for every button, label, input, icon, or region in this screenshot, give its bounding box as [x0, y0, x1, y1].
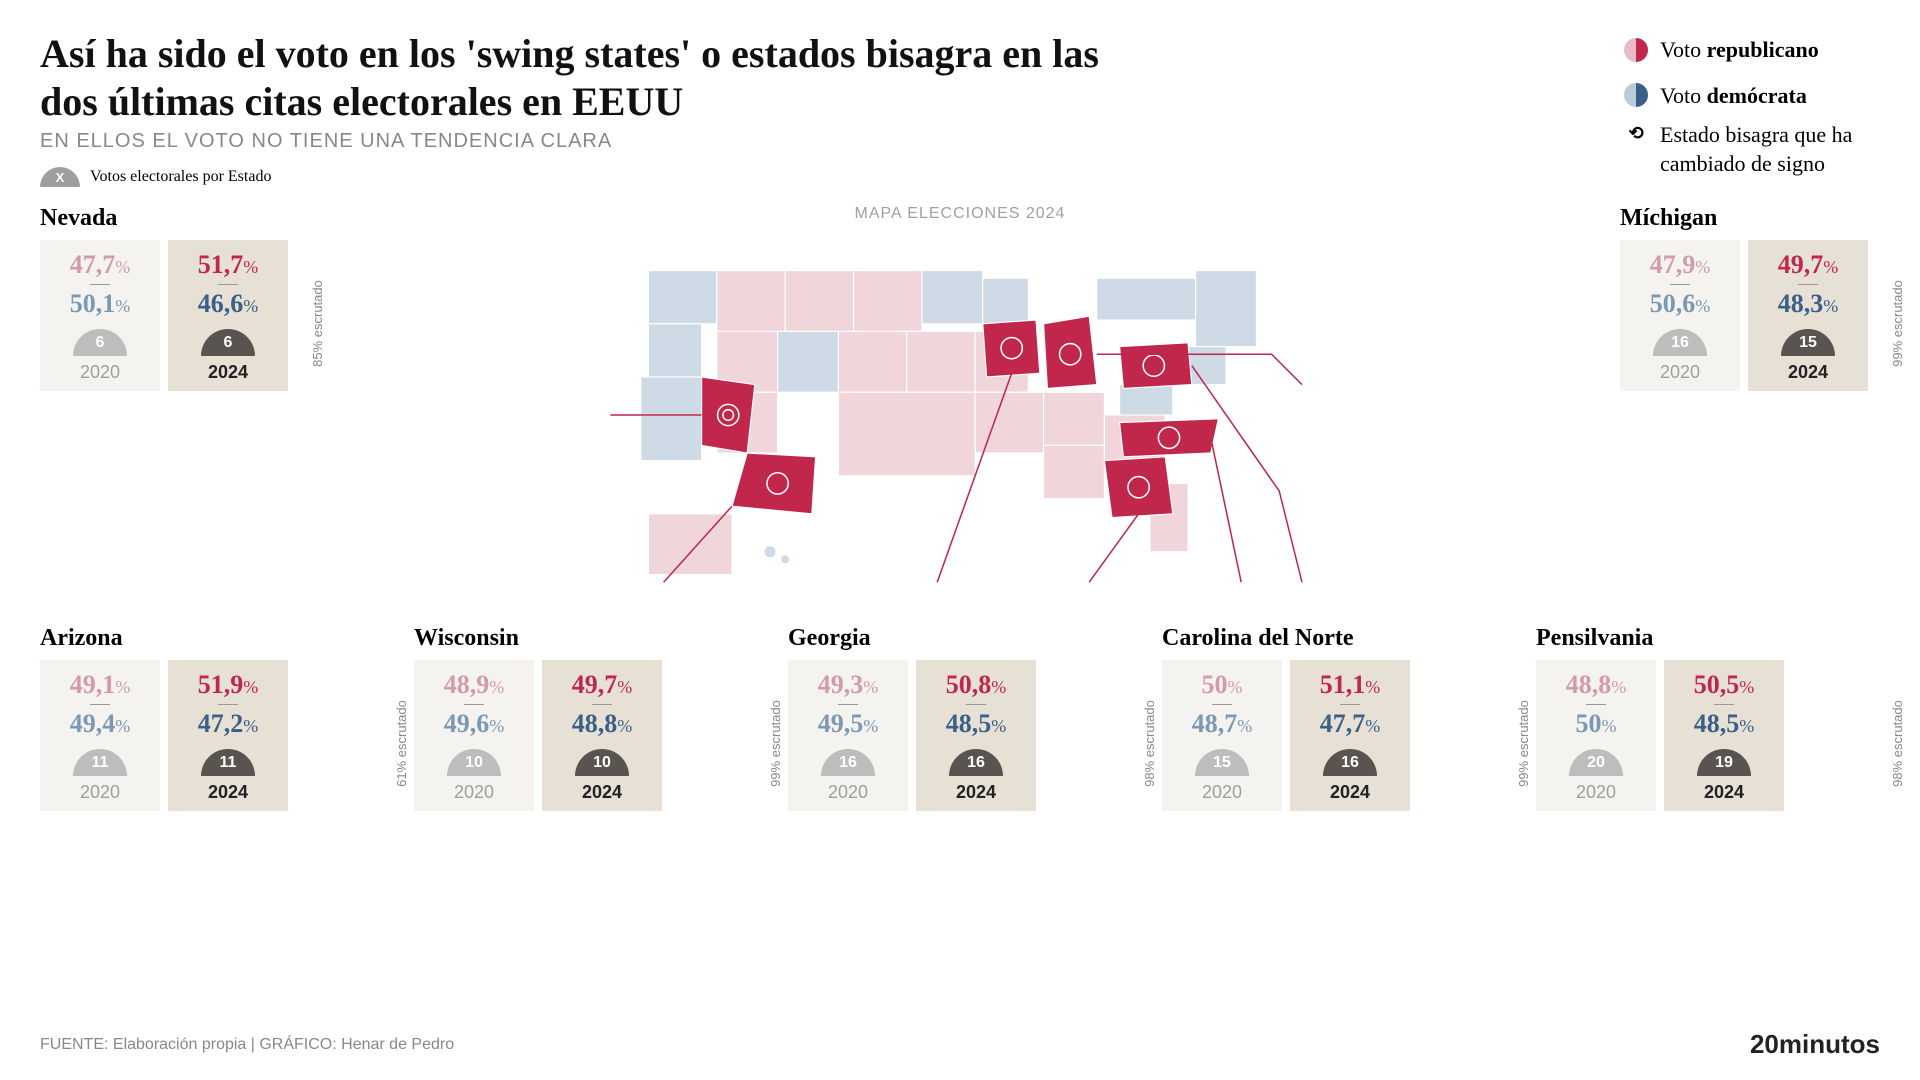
subtitle: EN ELLOS EL VOTO NO TIENE UNA TENDENCIA …: [40, 130, 1140, 153]
year-2024: 51,7% 46,6% 6 2024: [168, 240, 288, 391]
scrutado: 61% escrutado: [395, 700, 410, 787]
legend-republican: Voto republicano: [1624, 30, 1880, 70]
state-name: Wisconsin: [414, 625, 758, 652]
dot-democrat-icon: [1624, 83, 1648, 107]
map-nevada: [702, 377, 755, 453]
legend-swing-text: Estado bisagra que ha cambiado de signo: [1660, 121, 1880, 178]
pct-rep-2020: 47,7%: [70, 250, 131, 280]
pct-rep-2024: 51,7%: [198, 250, 259, 280]
year-label-2020: 2020: [80, 362, 120, 391]
state-name: Arizona: [40, 625, 384, 652]
state-name: Carolina del Norte: [1162, 625, 1506, 652]
dot-republican-icon: [1624, 38, 1648, 62]
legend-rep-text: Voto: [1660, 37, 1707, 62]
state-name: Georgia: [788, 625, 1132, 652]
state-name: Nevada: [40, 205, 300, 232]
state-card-pennsylvania: Pensilvania 48,8% 50% 20 2020 50,5% 48,5…: [1536, 625, 1880, 811]
scrutado: 99% escrutado: [1517, 700, 1532, 787]
state-card-wisconsin: Wisconsin 48,9% 49,6% 10 2020 49,7% 48,8…: [414, 625, 758, 811]
pct-dem-2020: 50,1%: [70, 289, 131, 319]
footer-brand: 20minutos: [1750, 1029, 1880, 1060]
page-title: Así ha sido el voto en los 'swing states…: [40, 30, 1140, 126]
map-wisconsin: [983, 320, 1040, 377]
year-2020: 47,9% 50,6% 16 2020: [1620, 240, 1740, 391]
scrutado: 98% escrutado: [1143, 700, 1158, 787]
state-name: Míchigan: [1620, 205, 1880, 232]
state-card-michigan: Míchigan 47,9% 50,6% 16 2020 49,7% 48,3%…: [1620, 205, 1880, 391]
legend: Voto republicano Voto demócrata ⟲ Estado…: [1624, 30, 1880, 184]
legend-dem-text: Voto: [1660, 83, 1707, 108]
electoral-votes-legend: X Votos electorales por Estado: [40, 167, 1140, 187]
year-2024: 49,7% 48,3% 15 2024: [1748, 240, 1868, 391]
state-card-georgia: Georgia 49,3% 49,5% 16 2020 50,8% 48,5% …: [788, 625, 1132, 811]
map-arizona: [732, 453, 816, 514]
scrutado: 99% escrutado: [1891, 280, 1906, 367]
state-card-nevada: Nevada 47,7% 50,1% 6 2020 51,7% 46,6% 6 …: [40, 205, 300, 391]
state-card-northcarolina: Carolina del Norte 50% 48,7% 15 2020 51,…: [1162, 625, 1506, 811]
state-card-arizona: Arizona 49,1% 49,4% 11 2020 51,9% 47,2% …: [40, 625, 384, 811]
us-map: MAPA ELECCIONES 2024: [320, 205, 1600, 605]
us-map-svg: [320, 225, 1600, 605]
footer-source: FUENTE: Elaboración propia | GRÁFICO: He…: [40, 1036, 454, 1054]
scrutado: 99% escrutado: [769, 700, 784, 787]
ev-badge-icon: X: [40, 167, 80, 187]
footer: FUENTE: Elaboración propia | GRÁFICO: He…: [40, 1029, 1880, 1060]
map-label: MAPA ELECCIONES 2024: [855, 205, 1066, 223]
legend-rep-bold: republicano: [1707, 37, 1819, 62]
map-georgia: [1104, 457, 1172, 518]
year-2020: 47,7% 50,1% 6 2020: [40, 240, 160, 391]
swap-icon: ⟲: [1624, 121, 1648, 145]
legend-dem-bold: demócrata: [1707, 83, 1807, 108]
map-michigan: [1044, 316, 1097, 388]
state-name: Pensilvania: [1536, 625, 1880, 652]
map-pennsylvania: [1120, 343, 1192, 389]
ev-2020: 6: [73, 329, 127, 356]
ev-2024: 6: [201, 329, 255, 356]
ev-legend-text: Votos electorales por Estado: [90, 168, 271, 186]
pct-dem-2024: 46,6%: [198, 289, 259, 319]
map-northcarolina: [1120, 419, 1219, 457]
year-label-2024: 2024: [208, 362, 248, 391]
legend-swing: ⟲ Estado bisagra que ha cambiado de sign…: [1624, 121, 1880, 178]
scrutado: 98% escrutado: [1891, 700, 1906, 787]
legend-democrat: Voto demócrata: [1624, 76, 1880, 116]
